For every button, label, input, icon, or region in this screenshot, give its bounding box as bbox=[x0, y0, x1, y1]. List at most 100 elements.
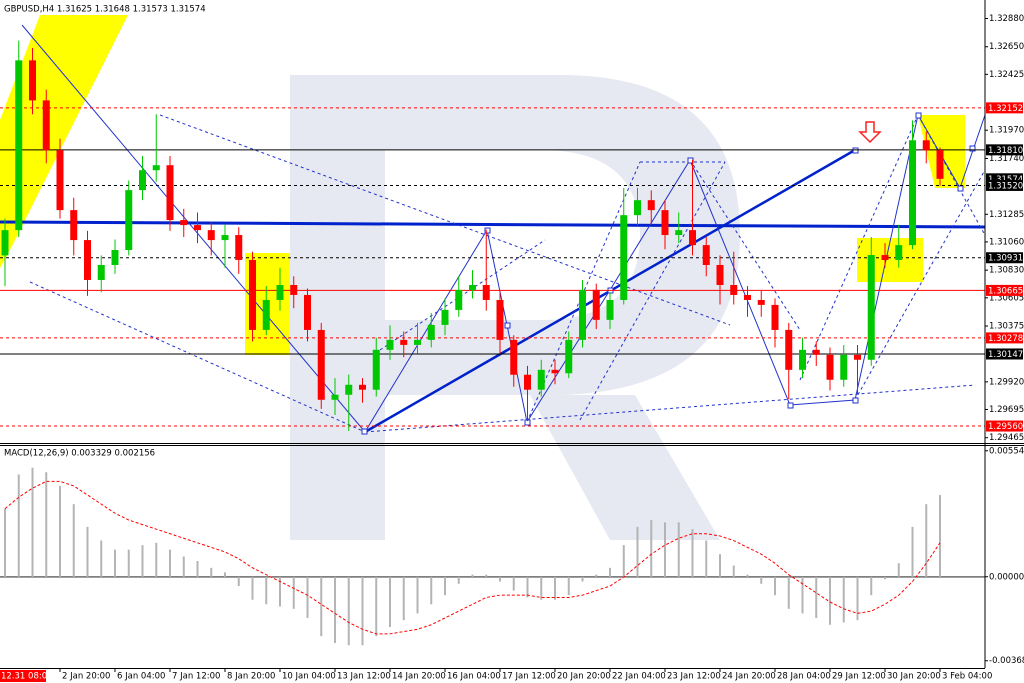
candle-body bbox=[620, 215, 628, 300]
candle-body bbox=[400, 339, 408, 345]
candle-body bbox=[56, 150, 64, 211]
y-tick-label: 0.000009 bbox=[989, 572, 1024, 582]
candle-body bbox=[716, 264, 724, 285]
candle-body bbox=[661, 210, 669, 236]
macd-bar bbox=[939, 495, 941, 577]
macd-bar bbox=[746, 574, 749, 577]
macd-bar bbox=[375, 576, 378, 637]
macd-bar bbox=[760, 576, 763, 584]
x-tick-label: 13 Jan 12:00 bbox=[337, 672, 391, 682]
macd-bar bbox=[732, 565, 735, 577]
y-tick-label: 1.29465 bbox=[989, 433, 1024, 443]
candle-body bbox=[97, 264, 105, 280]
y-tick-label: 1.32880 bbox=[989, 14, 1024, 24]
macd-bar bbox=[59, 485, 61, 577]
candle-body bbox=[840, 354, 848, 380]
macd-bar bbox=[237, 576, 240, 587]
macd-bar bbox=[320, 576, 323, 637]
candle-body bbox=[42, 100, 50, 151]
macd-bar bbox=[499, 576, 501, 582]
macd-bar bbox=[4, 508, 6, 577]
macd-bar bbox=[334, 576, 336, 643]
candle-body bbox=[799, 349, 806, 370]
candle-body bbox=[372, 349, 380, 390]
candle-body bbox=[881, 255, 889, 260]
candle-body bbox=[331, 394, 339, 400]
x-tick-label: 14 Jan 20:00 bbox=[392, 672, 446, 682]
level-label: 1.30931 bbox=[988, 254, 1023, 264]
candle-body bbox=[922, 140, 930, 151]
macd-bar bbox=[774, 576, 776, 596]
macd-bar bbox=[100, 540, 103, 577]
level-tag bbox=[986, 179, 1023, 191]
macd-bar bbox=[512, 576, 515, 591]
macd-bar bbox=[86, 526, 89, 577]
candle-body bbox=[510, 339, 518, 375]
macd-bar bbox=[829, 576, 831, 625]
candle-body bbox=[84, 240, 91, 280]
macd-bar bbox=[265, 576, 268, 605]
x-tick-label: 16 Jan 04:00 bbox=[447, 672, 501, 682]
macd-bar bbox=[127, 549, 130, 577]
macd-bar bbox=[925, 504, 928, 577]
x-tick-label: 23 Jan 12:00 bbox=[667, 672, 721, 682]
macd-bar bbox=[196, 561, 199, 577]
x-tick-label: 6 Jan 04:00 bbox=[117, 672, 165, 682]
macd-bar bbox=[664, 522, 666, 577]
candle-body bbox=[111, 250, 119, 265]
candle-body bbox=[826, 354, 834, 380]
candle-body bbox=[771, 304, 779, 330]
candle-body bbox=[785, 329, 793, 370]
y-tick-label: 1.31285 bbox=[989, 210, 1024, 220]
watermark-bowl bbox=[385, 75, 740, 395]
macd-bar bbox=[485, 574, 488, 577]
candle-body bbox=[909, 140, 916, 246]
candle-body bbox=[152, 165, 160, 171]
level-label: 1.32152 bbox=[988, 104, 1023, 114]
macd-bar bbox=[801, 576, 804, 614]
level-label: 1.30665 bbox=[988, 286, 1023, 296]
candle-body bbox=[579, 289, 586, 340]
macd-bar bbox=[347, 576, 350, 646]
macd-bar bbox=[45, 472, 48, 577]
candle-body bbox=[895, 245, 903, 260]
macd-bar bbox=[856, 576, 859, 621]
macd-bar bbox=[842, 576, 845, 623]
candle-body bbox=[702, 245, 710, 265]
y-tick-label: 1.31740 bbox=[989, 154, 1024, 164]
x-tick-label: 22 Jan 04:00 bbox=[612, 672, 666, 682]
macd-bar bbox=[911, 526, 914, 577]
crosshair-time-tag bbox=[0, 670, 46, 682]
macd-bar bbox=[815, 576, 818, 618]
y-tick-label: 1.30830 bbox=[989, 266, 1024, 276]
level-tag bbox=[986, 102, 1023, 114]
macd-bar bbox=[430, 576, 433, 605]
x-tick-label: 2 Jan 20:00 bbox=[62, 672, 110, 682]
candle-body bbox=[936, 150, 944, 179]
level-tag bbox=[986, 420, 1023, 432]
candle-body bbox=[221, 235, 229, 241]
macd-bar bbox=[554, 576, 556, 600]
signal-line bbox=[4, 480, 941, 635]
candle-body bbox=[867, 255, 875, 360]
candle-body bbox=[496, 299, 504, 340]
candle-body bbox=[469, 284, 476, 290]
macd-bar bbox=[595, 574, 598, 577]
candle-body bbox=[592, 289, 600, 320]
level-label: 1.31520 bbox=[988, 181, 1023, 191]
candle-body bbox=[757, 299, 765, 305]
macd-bar bbox=[17, 474, 20, 577]
macd-bar bbox=[609, 567, 611, 577]
candle-body bbox=[29, 60, 36, 101]
candle-body bbox=[812, 349, 820, 355]
plot-layer: GBPUSD,H4 1.31625 1.31648 1.31573 1.3157… bbox=[0, 5, 1024, 682]
macd-bar bbox=[361, 576, 364, 646]
candle-body bbox=[482, 284, 490, 300]
y-tick-label: 0.005544 bbox=[989, 446, 1024, 456]
macd-bar bbox=[292, 576, 295, 609]
x-tick-label: 3 Feb 04:00 bbox=[942, 672, 992, 682]
macd-bar bbox=[114, 549, 116, 577]
macd-bar bbox=[691, 529, 694, 577]
candle-body bbox=[647, 200, 655, 211]
candle-body bbox=[565, 339, 573, 374]
